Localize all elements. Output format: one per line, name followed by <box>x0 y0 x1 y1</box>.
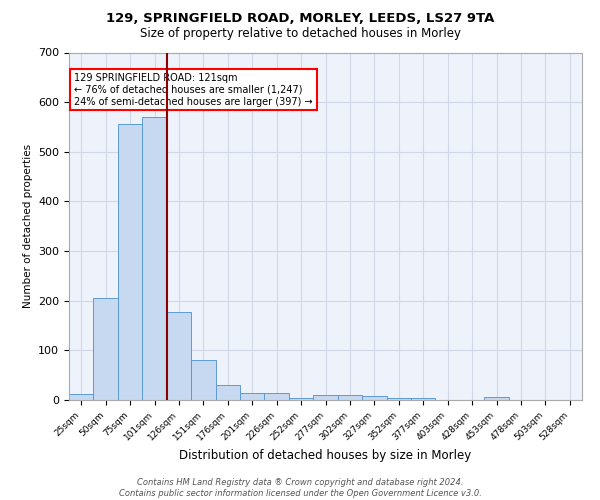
Bar <box>94 298 118 400</box>
Bar <box>167 312 191 400</box>
Text: Size of property relative to detached houses in Morley: Size of property relative to detached ho… <box>139 28 461 40</box>
Bar <box>265 393 289 400</box>
Y-axis label: Number of detached properties: Number of detached properties <box>23 144 32 308</box>
Bar <box>289 398 313 400</box>
Bar <box>313 395 338 400</box>
Bar <box>338 395 362 400</box>
Bar <box>69 394 94 400</box>
Text: Contains HM Land Registry data ® Crown copyright and database right 2024.
Contai: Contains HM Land Registry data ® Crown c… <box>119 478 481 498</box>
Text: 129, SPRINGFIELD ROAD, MORLEY, LEEDS, LS27 9TA: 129, SPRINGFIELD ROAD, MORLEY, LEEDS, LS… <box>106 12 494 26</box>
Text: 129 SPRINGFIELD ROAD: 121sqm
← 76% of detached houses are smaller (1,247)
24% of: 129 SPRINGFIELD ROAD: 121sqm ← 76% of de… <box>74 74 313 106</box>
Bar <box>484 396 509 400</box>
Bar <box>142 117 167 400</box>
Bar <box>362 396 386 400</box>
X-axis label: Distribution of detached houses by size in Morley: Distribution of detached houses by size … <box>179 449 472 462</box>
Bar <box>240 393 265 400</box>
Bar <box>215 385 240 400</box>
Bar <box>191 360 215 400</box>
Bar <box>386 398 411 400</box>
Bar <box>118 124 142 400</box>
Bar <box>411 398 436 400</box>
